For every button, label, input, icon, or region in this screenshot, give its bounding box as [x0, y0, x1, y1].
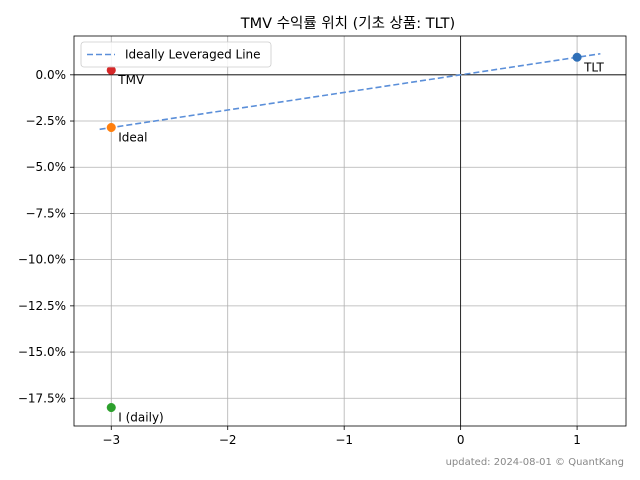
plot-area: [73, 35, 627, 427]
x-tick-label: 1: [573, 433, 581, 447]
point-i-daily: [106, 402, 116, 413]
x-axis-ticks: −3 −2 −1 0 1: [102, 426, 581, 447]
y-tick-label: −10.0%: [18, 253, 66, 267]
point-label-tmv: TMV: [117, 73, 145, 87]
point-label-ideal: Ideal: [118, 130, 147, 144]
point-tlt: [572, 52, 582, 62]
y-tick-label: −5.0%: [25, 160, 66, 174]
legend: Ideally Leveraged Line: [80, 41, 272, 68]
y-tick-label: −17.5%: [18, 391, 66, 405]
point-annotations: TLT TMV Ideal I (daily): [117, 60, 604, 424]
x-tick-label: 0: [457, 433, 465, 447]
ideal-line-layer: [99, 52, 601, 131]
y-tick-label: −12.5%: [18, 299, 66, 313]
grid: [74, 36, 626, 426]
y-tick-label: 0.0%: [36, 68, 67, 82]
y-tick-label: −2.5%: [25, 114, 66, 128]
point-ideal: [106, 122, 116, 133]
y-tick-label: −7.5%: [25, 206, 66, 220]
legend-label: Ideally Leveraged Line: [125, 48, 261, 62]
x-tick-label: −2: [219, 433, 237, 447]
reference-lines: [74, 36, 626, 426]
ideal-leveraged-line: [99, 52, 601, 131]
x-tick-label: −1: [335, 433, 353, 447]
point-label-tlt: TLT: [583, 60, 604, 74]
footer-updated: updated: 2024-08-01 © QuantKang: [446, 457, 624, 468]
points-layer: [106, 52, 582, 413]
point-label-i-daily: I (daily): [118, 411, 163, 425]
x-tick-label: −3: [102, 433, 120, 447]
chart-title: TMV 수익률 위치 (기초 상품: TLT): [240, 15, 455, 32]
legend-box: [80, 41, 272, 68]
y-tick-label: −15.0%: [18, 345, 66, 359]
y-axis-ticks: 0.0% −2.5% −5.0% −7.5% −10.0% −12.5% −15.0% −17…: [18, 68, 74, 405]
